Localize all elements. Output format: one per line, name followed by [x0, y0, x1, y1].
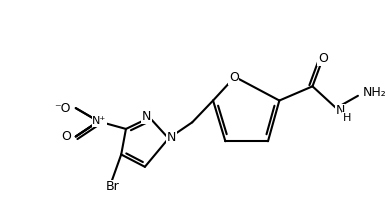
- Text: O: O: [318, 52, 328, 65]
- Text: N: N: [335, 104, 345, 117]
- Text: O: O: [229, 71, 239, 84]
- Text: Br: Br: [106, 180, 120, 193]
- Text: N: N: [167, 131, 176, 144]
- Text: O: O: [61, 130, 71, 143]
- Text: N: N: [142, 110, 151, 123]
- Text: H: H: [342, 113, 351, 123]
- Text: ⁻O: ⁻O: [54, 102, 71, 115]
- Text: N⁺: N⁺: [92, 116, 107, 126]
- Text: NH₂: NH₂: [363, 86, 386, 99]
